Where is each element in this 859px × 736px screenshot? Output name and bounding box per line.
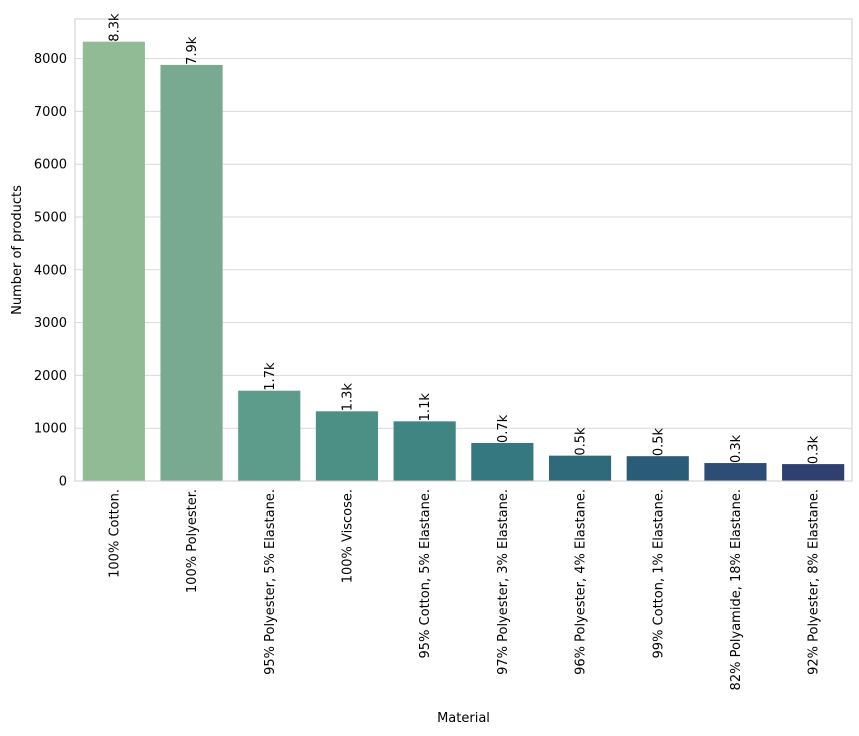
bar — [238, 390, 301, 481]
bar — [704, 463, 767, 481]
x-tick-label: 97% Polyester, 3% Elastane. — [496, 489, 511, 675]
data-label: 0.7k — [496, 414, 511, 443]
y-axis-title: Number of products — [10, 185, 25, 315]
bars — [82, 41, 845, 481]
bar — [626, 456, 689, 481]
x-tick-label: 100% Cotton. — [107, 489, 122, 578]
y-tick-label: 6000 — [34, 158, 67, 173]
x-axis-title: Material — [437, 711, 490, 726]
bar — [82, 41, 145, 481]
data-label: 0.5k — [574, 427, 589, 456]
y-tick-label: 4000 — [34, 263, 67, 278]
y-tick-label: 3000 — [34, 316, 67, 331]
data-labels: 8.3k 7.9k 1.7k 1.3k 1.1k 0.7k 0.5k 0.5k 0.3k 0.3k — [107, 13, 821, 464]
data-label: 1.3k — [340, 383, 355, 412]
y-tick-label: 7000 — [34, 105, 67, 120]
x-tick-label: 100% Polyester. — [185, 489, 200, 593]
data-label: 8.3k — [107, 13, 122, 42]
y-tick-label: 8000 — [34, 52, 67, 67]
x-tick-label: 95% Cotton, 5% Elastane. — [418, 489, 433, 658]
bar — [548, 455, 612, 481]
data-label: 0.3k — [729, 434, 744, 463]
y-tick-label: 1000 — [34, 422, 67, 437]
y-tick-label: 5000 — [34, 211, 67, 226]
bar — [471, 442, 534, 481]
y-tick-label: 0 — [59, 475, 67, 490]
plot-frame — [74, 18, 853, 482]
data-label: 0.5k — [651, 428, 666, 457]
x-tick-label: 99% Cotton, 1% Elastane. — [651, 489, 666, 658]
bar — [160, 64, 223, 481]
bar — [393, 421, 456, 481]
x-tick-label: 95% Polyester, 5% Elastane. — [263, 489, 278, 675]
x-axis-ticks: 100% Cotton. 100% Polyester. 95% Polyester… — [107, 489, 821, 690]
data-label: 1.7k — [263, 362, 278, 391]
x-tick-label: 100% Viscose. — [340, 489, 355, 583]
data-label: 0.3k — [807, 435, 822, 464]
y-axis-ticks: 0 1000 2000 3000 4000 5000 6000 7000 8000 — [34, 52, 67, 489]
y-tick-label: 2000 — [34, 369, 67, 384]
data-label: 7.9k — [185, 36, 200, 65]
x-tick-label: 92% Polyester, 8% Elastane. — [807, 489, 822, 675]
bar — [782, 464, 845, 481]
x-tick-label: 82% Polyamide, 18% Elastane. — [729, 489, 744, 690]
x-tick-label: 96% Polyester, 4% Elastane. — [574, 489, 589, 675]
data-label: 1.1k — [418, 393, 433, 422]
bar — [315, 411, 379, 481]
